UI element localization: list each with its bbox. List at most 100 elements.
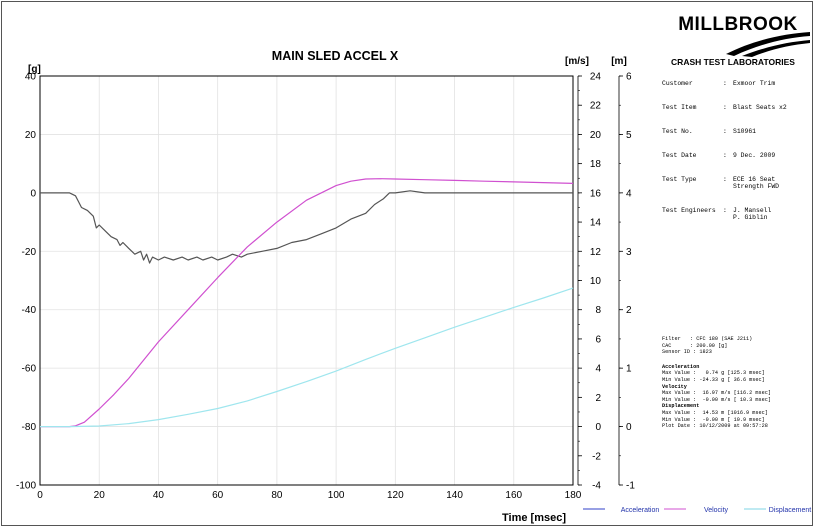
y-tick-label-velocity: 22 xyxy=(590,101,602,112)
x-tick-label: 100 xyxy=(328,490,345,501)
y-tick-label-displacement: 5 xyxy=(626,130,632,141)
y-tick-label-displacement: -1 xyxy=(626,481,635,492)
test-info-value: S10961 xyxy=(733,128,757,135)
summary-heading: Acceleration xyxy=(662,363,700,370)
series-line-displacement xyxy=(40,287,574,428)
y-axis-label-velocity: [m/s] xyxy=(565,56,589,67)
test-info-colon: : xyxy=(723,80,727,87)
logo-wordmark: MILLBROOK xyxy=(678,14,798,35)
summary-line: Min Value : -24.33 g [ 36.6 msec] xyxy=(662,376,765,383)
series-line-velocity xyxy=(40,178,574,428)
y-tick-label-accel: 40 xyxy=(25,72,37,83)
y-tick-label-velocity: 2 xyxy=(595,393,601,404)
y-tick-label-displacement: 6 xyxy=(626,72,632,83)
y-tick-label-accel: -80 xyxy=(22,422,37,433)
test-info-row: Test Type: ECE 16 Seat Strength FWD xyxy=(662,176,816,190)
summary-heading: Velocity xyxy=(662,383,687,390)
test-info-value: Blast Seats x2 xyxy=(733,104,787,111)
y-tick-label-accel: -40 xyxy=(22,305,37,316)
summary-line: Max Value : 0.74 g [125.3 msec] xyxy=(662,370,765,377)
y-axis-label-displacement: [m] xyxy=(611,56,627,67)
x-tick-label: 0 xyxy=(37,490,43,501)
summary-line: Min Value : -0.00 m [ 10.9 msec] xyxy=(662,416,765,423)
y-tick-label-velocity: -4 xyxy=(592,481,601,492)
test-info-label: Customer xyxy=(662,80,693,87)
series-line-acceleration xyxy=(40,190,573,264)
lab-name: CRASH TEST LABORATORIES xyxy=(671,57,795,67)
test-info-colon: : xyxy=(723,128,727,135)
logo-swoosh-icon xyxy=(726,32,810,56)
test-info-label: Test Engineers xyxy=(662,207,716,214)
x-tick-label: 60 xyxy=(212,490,224,501)
chart: 0 20 40 60 80 100 120 140 160 18040200-20-40-60-8… xyxy=(16,49,635,524)
y-tick-label-velocity: 10 xyxy=(590,276,602,287)
y-tick-label-displacement: 4 xyxy=(626,188,632,199)
test-info-label: Test Item xyxy=(662,104,697,111)
summary-filter-line: Filter : CFC 180 (SAE J211) xyxy=(662,336,753,342)
test-info-row: Test No.: S10961 xyxy=(662,128,816,135)
test-info-value: Exmoor Trim xyxy=(733,80,776,87)
y-tick-label-velocity: 0 xyxy=(595,422,601,433)
plot-area-border xyxy=(39,75,574,486)
summary-filter-line: CAC : 200.00 [g] xyxy=(662,342,728,349)
y-tick-label-velocity: 20 xyxy=(590,130,602,141)
y-tick-label-accel: -60 xyxy=(22,364,37,375)
summary-line: Min Value : -0.00 m/s [ 10.3 msec] xyxy=(662,396,771,403)
y-tick-label-velocity: 8 xyxy=(595,305,601,316)
y-tick-label-displacement: 3 xyxy=(626,247,632,258)
test-info-value: ECE 16 Seat Strength FWD xyxy=(733,176,780,190)
y-tick-label-accel: 0 xyxy=(30,188,36,199)
y-tick-label-displacement: 1 xyxy=(626,364,632,375)
x-tick-label: 120 xyxy=(387,490,404,501)
test-info-value: 9 Dec. 2009 xyxy=(733,152,776,159)
x-tick-label: 20 xyxy=(94,490,106,501)
y-tick-label-displacement: 2 xyxy=(626,305,632,316)
millbrook-logo: MILLBROOK xyxy=(678,14,810,57)
y-tick-label-velocity: 14 xyxy=(590,218,602,229)
summary-filter-line: Sensor ID : 1823 xyxy=(662,349,712,356)
results-summary: Filter : CFC 180 (SAE J211) CAC : 200.00 … xyxy=(662,336,816,430)
y-tick-label-velocity: 12 xyxy=(590,247,602,258)
logo-swoosh-icon-2 xyxy=(742,40,810,57)
y-tick-label-velocity: 6 xyxy=(595,334,601,345)
x-tick-label: 80 xyxy=(271,490,283,501)
test-info-colon: : xyxy=(723,152,727,159)
summary-line: Max Value : 14.53 m [1016.9 msec] xyxy=(662,409,768,416)
y-tick-label-velocity: 18 xyxy=(590,159,602,170)
test-info-row: Test Item: Blast Seats x2 xyxy=(662,104,816,111)
x-tick-label: 40 xyxy=(153,490,165,501)
x-tick-label: 140 xyxy=(446,490,463,501)
y-tick-label-velocity: 4 xyxy=(595,364,601,375)
test-info-label: Test Type xyxy=(662,176,697,183)
y-tick-label-velocity: -2 xyxy=(592,451,601,462)
test-info-colon: : xyxy=(723,207,727,214)
x-tick-label: 160 xyxy=(505,490,522,501)
test-info-label: Test No. xyxy=(662,128,693,135)
summary-line: Plot Date : 10/12/2009 at 09:57:28 xyxy=(662,423,768,430)
axis-ticks: 0 20 40 60 80 100 120 140 160 18040200-20-40-60-8… xyxy=(16,72,635,502)
x-tick-label: 180 xyxy=(565,490,582,501)
test-info-value: J. Mansell P. Giblin xyxy=(733,207,772,221)
summary-gap xyxy=(662,356,816,364)
summary-line: Max Value : 16.97 m/s [116.2 msec] xyxy=(662,390,771,397)
y-tick-label-displacement: 0 xyxy=(626,422,632,433)
y-axis-label-accel: [g] xyxy=(28,64,41,75)
test-info-row: Test Engineers: J. Mansell P. Giblin xyxy=(662,207,816,221)
test-info-label: Test Date xyxy=(662,152,697,159)
y-tick-label-accel: -20 xyxy=(22,247,37,258)
x-axis-label: Time [msec] xyxy=(502,512,566,524)
y-tick-label-accel: 20 xyxy=(25,130,37,141)
grid xyxy=(39,75,574,486)
test-info-panel: Customer: Exmoor Trim Test Item: Blast Seat… xyxy=(662,80,816,221)
y-tick-label-velocity: 24 xyxy=(590,72,602,83)
test-info-row: Customer: Exmoor Trim xyxy=(662,80,816,87)
summary-heading: Displacement xyxy=(662,403,700,410)
test-info-colon: : xyxy=(723,176,727,183)
chart-title: MAIN SLED ACCEL X xyxy=(272,49,399,63)
test-info-row: Test Date:9 Dec. 2009 xyxy=(662,152,816,159)
y-tick-label-accel: -100 xyxy=(16,481,36,492)
test-info-colon: : xyxy=(723,104,727,111)
y-tick-label-velocity: 16 xyxy=(590,188,602,199)
series-lines xyxy=(40,178,574,428)
